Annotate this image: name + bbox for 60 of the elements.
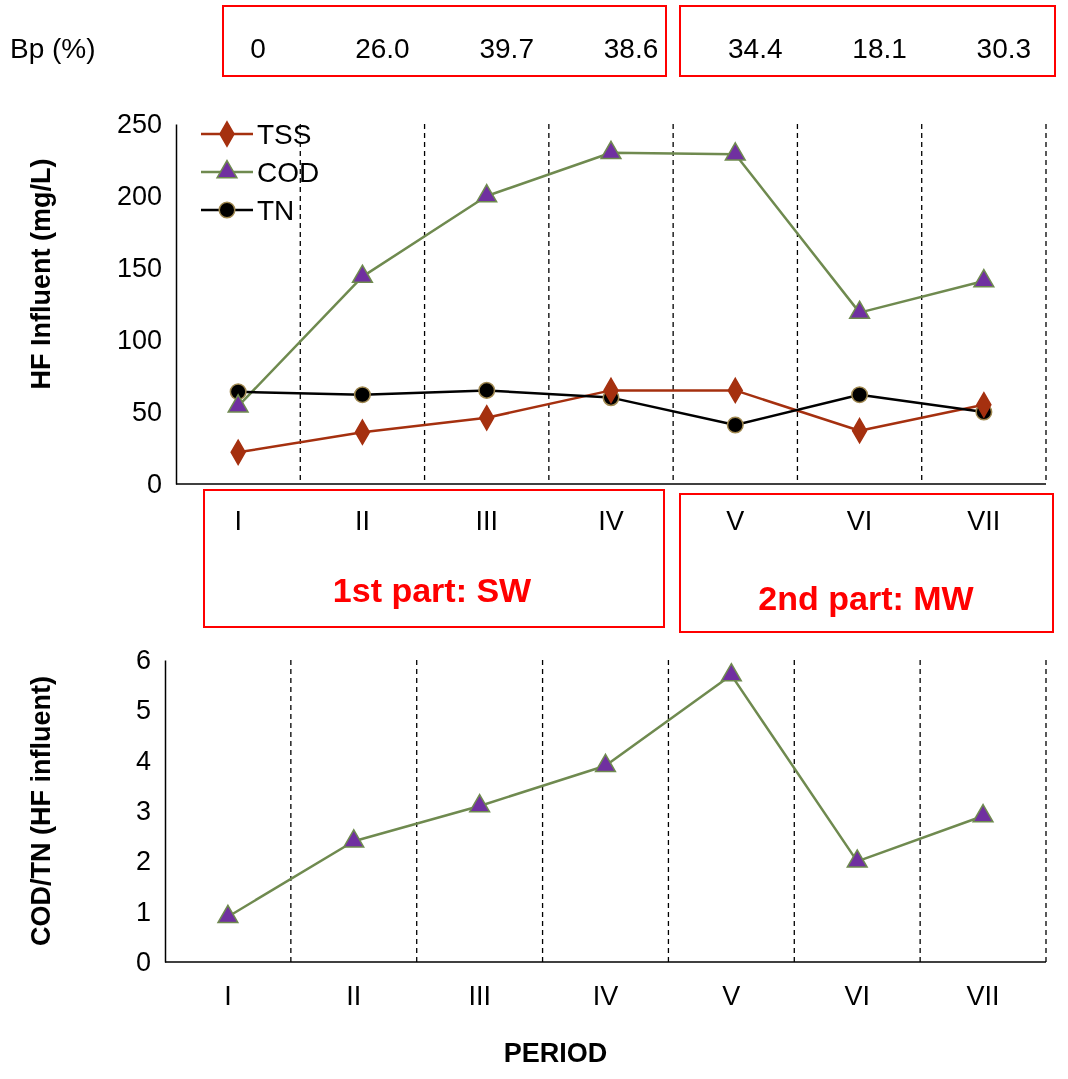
text: 18.1 bbox=[852, 33, 907, 64]
x-tick-label: VI bbox=[844, 981, 870, 1011]
y-tick-label: 6 bbox=[135, 645, 151, 676]
y-tick-label: 5 bbox=[135, 695, 151, 726]
legend-label: TSS bbox=[257, 119, 312, 150]
point bbox=[720, 662, 743, 682]
point bbox=[217, 904, 239, 924]
y-axis-title: COD/TN (HF influent) bbox=[26, 676, 56, 946]
text: 34.4 bbox=[728, 33, 783, 64]
point bbox=[972, 803, 994, 823]
text: 39.7 bbox=[479, 33, 534, 64]
text: 26.0 bbox=[355, 33, 410, 64]
x-tick-label: VII bbox=[967, 506, 1001, 536]
point bbox=[594, 753, 617, 773]
y-tick-label: 2 bbox=[135, 846, 151, 877]
y-tick-label: 4 bbox=[135, 745, 151, 776]
text: 30.3 bbox=[976, 33, 1032, 64]
text: 2nd part: MW bbox=[758, 579, 975, 617]
x-tick-label: IV bbox=[592, 981, 619, 1011]
point bbox=[726, 416, 744, 434]
y-tick-label: 150 bbox=[116, 253, 162, 284]
x-tick-label: VI bbox=[846, 506, 873, 536]
y-tick-label: 0 bbox=[135, 947, 151, 978]
y-tick-label: 200 bbox=[116, 181, 162, 212]
text: Bp (%) bbox=[10, 33, 96, 64]
x-axis-title: PERIOD bbox=[503, 1038, 608, 1068]
point bbox=[468, 793, 491, 813]
point bbox=[973, 268, 995, 288]
point bbox=[478, 381, 496, 399]
y-axis-title: HF Influent (mg/L) bbox=[26, 158, 56, 390]
y-tick-label: 250 bbox=[116, 109, 162, 140]
text: 1st part: SW bbox=[332, 571, 533, 609]
point bbox=[848, 300, 871, 320]
point bbox=[351, 264, 374, 284]
x-tick-label: II bbox=[354, 506, 370, 536]
y-tick-label: 50 bbox=[131, 397, 162, 428]
x-tick-label: VII bbox=[966, 981, 1000, 1011]
text: 38.6 bbox=[603, 33, 659, 64]
point bbox=[846, 849, 868, 868]
legend-label: TN bbox=[257, 195, 295, 226]
point bbox=[476, 183, 498, 203]
x-tick-label: V bbox=[722, 981, 741, 1011]
x-tick-label: IV bbox=[598, 506, 624, 536]
y-tick-label: 3 bbox=[135, 796, 151, 827]
point bbox=[353, 386, 371, 404]
text: 0 bbox=[250, 33, 266, 64]
x-tick-label: III bbox=[475, 506, 498, 536]
y-tick-label: 100 bbox=[116, 325, 162, 356]
x-tick-label: I bbox=[234, 506, 242, 536]
legend-label: COD bbox=[257, 157, 320, 188]
x-tick-label: V bbox=[726, 506, 745, 536]
x-tick-label: II bbox=[346, 981, 362, 1011]
point bbox=[724, 142, 746, 161]
x-tick-label: I bbox=[224, 981, 232, 1011]
point bbox=[600, 140, 622, 160]
point bbox=[343, 829, 365, 848]
point bbox=[851, 386, 869, 404]
x-tick-label: III bbox=[468, 981, 491, 1011]
y-tick-label: 0 bbox=[146, 469, 162, 500]
y-tick-label: 1 bbox=[135, 896, 151, 927]
